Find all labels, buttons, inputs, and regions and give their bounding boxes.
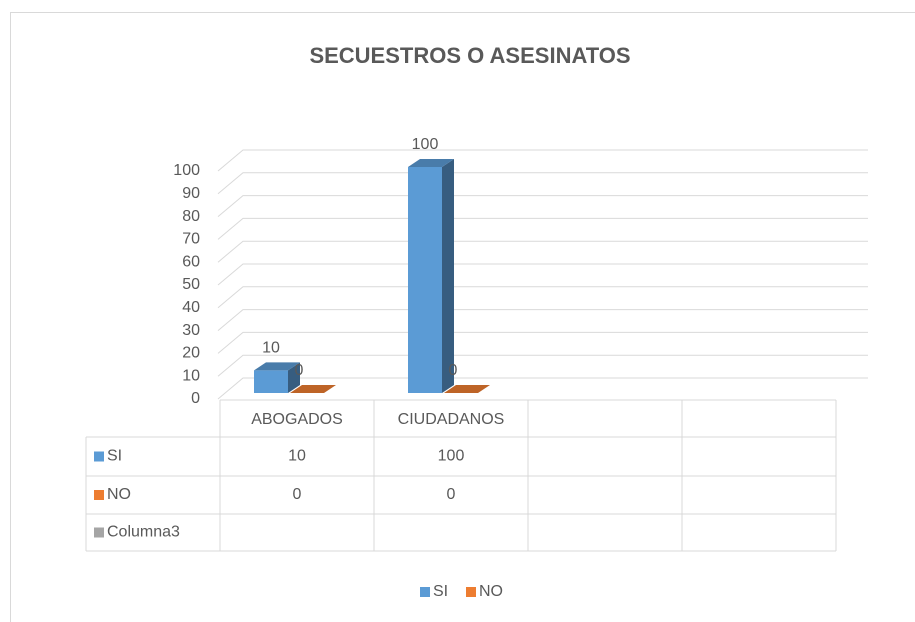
y-tick-label: 60 bbox=[182, 253, 200, 270]
chart-frame bbox=[10, 12, 915, 622]
y-tick-label: 50 bbox=[182, 276, 200, 293]
bar-top bbox=[290, 385, 336, 393]
chart-title: SECUESTROS O ASESINATOS bbox=[309, 43, 630, 68]
grid-line bbox=[217, 172, 868, 195]
grid-line bbox=[217, 286, 868, 309]
grid-line bbox=[217, 195, 868, 217]
data-label: 0 bbox=[449, 362, 458, 379]
bar-front bbox=[254, 370, 288, 393]
bar-front bbox=[408, 167, 442, 393]
bar-side bbox=[442, 159, 454, 393]
bar bbox=[408, 159, 454, 393]
table-cell: 0 bbox=[293, 486, 302, 503]
grid-line bbox=[217, 377, 868, 400]
grid-line bbox=[217, 354, 868, 377]
y-tick-label: 20 bbox=[182, 345, 200, 362]
data-label: 0 bbox=[295, 362, 304, 379]
x-tick-label: ABOGADOS bbox=[251, 411, 343, 428]
grid-line bbox=[217, 309, 868, 331]
table-row-label: SI bbox=[107, 448, 122, 465]
bar bbox=[254, 362, 300, 393]
grid-line bbox=[217, 263, 868, 286]
legend-label: SI bbox=[433, 583, 448, 600]
x-tick-label: CIUDADANOS bbox=[398, 411, 505, 428]
grid-line bbox=[217, 149, 868, 172]
y-tick-label: 100 bbox=[173, 162, 200, 179]
grid-line bbox=[217, 240, 868, 263]
y-tick-label: 0 bbox=[191, 390, 200, 407]
grid-line bbox=[217, 331, 868, 354]
bar bbox=[444, 385, 490, 393]
bar-top bbox=[444, 385, 490, 393]
data-label: 10 bbox=[262, 340, 280, 357]
table-row-label: NO bbox=[107, 486, 131, 503]
legend-label: NO bbox=[479, 583, 503, 600]
grid-line bbox=[217, 217, 868, 240]
y-tick-label: 80 bbox=[182, 208, 200, 225]
bar-side bbox=[288, 362, 300, 393]
table-cell: 0 bbox=[447, 486, 456, 503]
y-tick-label: 90 bbox=[182, 185, 200, 202]
table-key bbox=[94, 490, 104, 500]
table-key bbox=[94, 527, 104, 538]
legend-key bbox=[466, 587, 476, 597]
data-label: 100 bbox=[412, 136, 439, 153]
table-row-label: Columna3 bbox=[107, 524, 180, 541]
legend-key bbox=[420, 587, 430, 597]
y-tick-label: 70 bbox=[182, 231, 200, 248]
y-tick-label: 10 bbox=[182, 367, 200, 384]
bar-top bbox=[408, 159, 454, 167]
bar bbox=[290, 385, 336, 393]
table-key bbox=[94, 451, 104, 462]
table-cell: 100 bbox=[438, 448, 465, 465]
y-tick-label: 40 bbox=[182, 299, 200, 316]
table-cell: 10 bbox=[288, 448, 306, 465]
y-tick-label: 30 bbox=[182, 322, 200, 339]
bar-top bbox=[254, 362, 300, 371]
